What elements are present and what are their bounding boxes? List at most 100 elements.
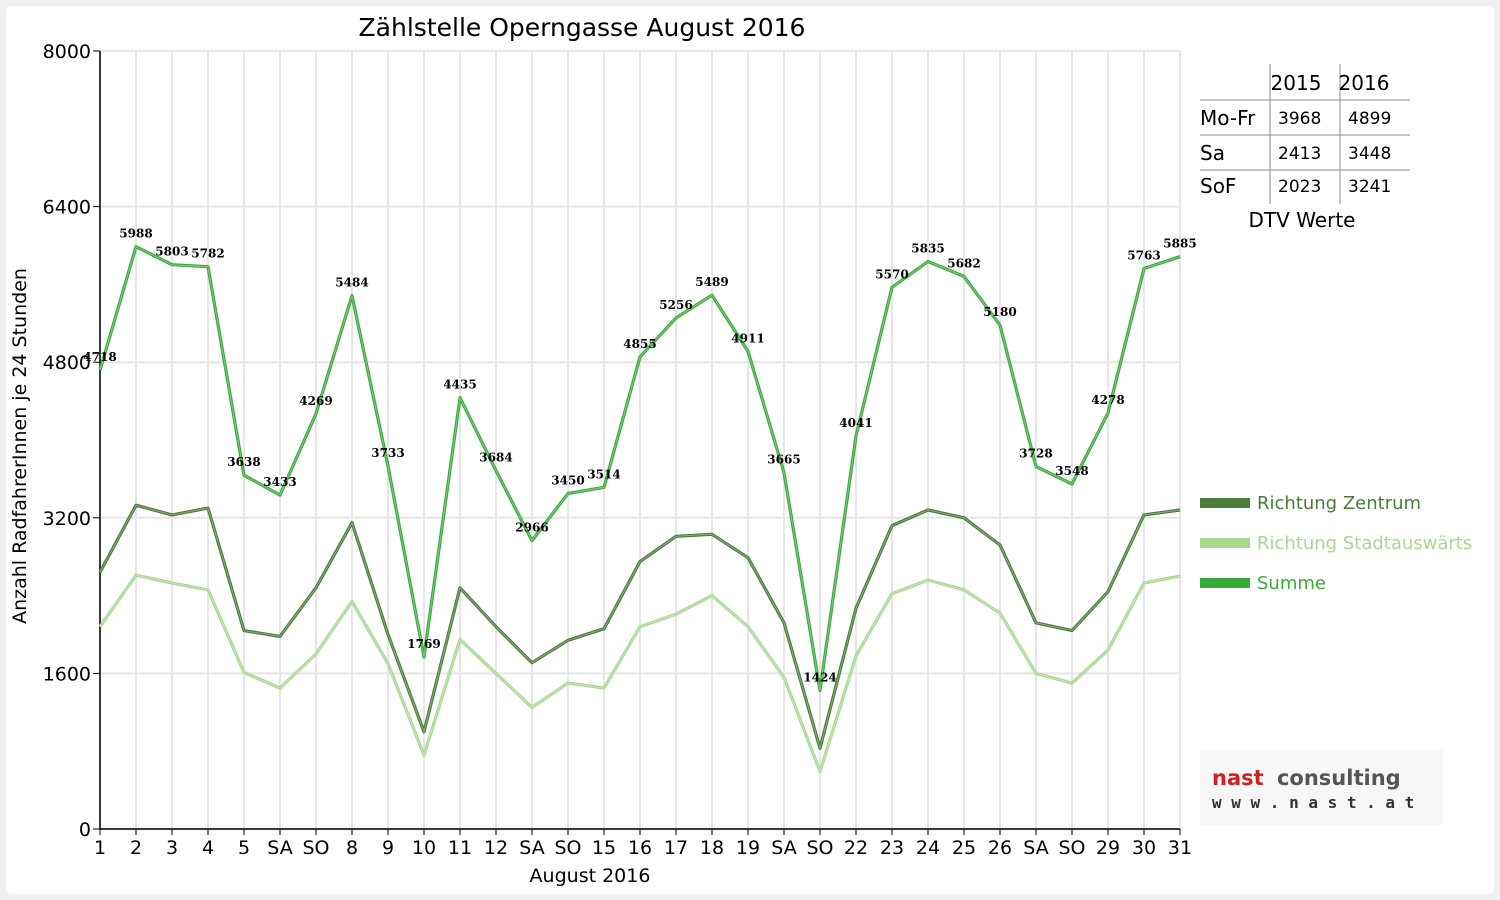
dtv-cell: 3448	[1348, 144, 1391, 164]
data-label: 5782	[191, 247, 224, 261]
x-tick-label: 15	[592, 837, 616, 859]
legend-swatch	[1200, 578, 1250, 588]
x-tick-label: 5	[238, 837, 250, 859]
x-tick-label: 19	[736, 837, 760, 859]
x-tick-label: SO	[302, 837, 329, 859]
x-tick-label: 29	[1096, 837, 1120, 859]
x-tick-label: 4	[202, 837, 214, 859]
x-tick-label: 24	[916, 837, 940, 859]
dtv-header-2016: 2016	[1339, 71, 1390, 95]
data-label: 5256	[659, 298, 692, 312]
legend: Richtung Zentrum Richtung Stadtauswärts Su…	[1200, 493, 1472, 594]
y-tick-label: 0	[79, 819, 91, 841]
data-label: 3733	[371, 446, 404, 460]
series-line-highlight	[99, 504, 1181, 751]
y-tick-label: 3200	[43, 508, 91, 530]
dtv-cell: 2413	[1278, 144, 1321, 164]
data-label: 5988	[119, 227, 152, 241]
data-label: 3450	[551, 473, 584, 487]
line-chart: Zählstelle Operngasse August 2016 0 1600 3…	[9, 13, 1472, 887]
dtv-row-label: Mo-Fr	[1200, 106, 1256, 130]
data-label: 4278	[1091, 393, 1124, 407]
x-tick-label: 23	[880, 837, 904, 859]
dtv-caption: DTV Werte	[1249, 208, 1356, 232]
legend-swatch	[1200, 498, 1250, 508]
data-label: 4911	[731, 331, 764, 345]
dtv-cell: 3241	[1348, 177, 1391, 197]
data-label: 1769	[407, 637, 440, 651]
y-tick-label: 4800	[43, 352, 91, 374]
x-tick-label: 26	[988, 837, 1012, 859]
data-label: 3638	[227, 455, 260, 469]
data-label: 5489	[695, 275, 728, 289]
data-label: 5835	[911, 242, 944, 256]
data-label: 2966	[515, 521, 548, 535]
nast-consulting-logo: nast consulting w w w . n a s t . a t	[1200, 750, 1443, 825]
legend-entry: Richtung Stadtauswärts	[1257, 533, 1472, 554]
data-label: 5570	[875, 267, 908, 281]
y-axis-label: Anzahl RadfahrerInnen je 24 Stunden	[9, 268, 31, 624]
svg-text:nast consulting: nast consulting	[1212, 766, 1401, 790]
y-tick-label: 8000	[43, 41, 91, 63]
dtv-table: 2015 2016 Mo-Fr 3968 4899 Sa 2413 3448 S…	[1200, 64, 1410, 232]
logo-url: w w w . n a s t . a t	[1212, 793, 1414, 812]
chart-frame: Zählstelle Operngasse August 2016 0 1600 3…	[6, 6, 1494, 894]
logo-word-nast: nast	[1212, 766, 1264, 790]
x-tick-label: 8	[346, 837, 358, 859]
x-tick-label: 1	[94, 837, 106, 859]
legend-entry: Richtung Zentrum	[1257, 493, 1421, 514]
dtv-row-label: SoF	[1200, 174, 1236, 198]
y-tick-label: 1600	[43, 663, 91, 685]
data-label: 3514	[587, 467, 620, 481]
y-axis-ticks: 0 1600 3200 4800 6400 8000	[43, 41, 100, 841]
data-label: 5682	[947, 256, 980, 270]
x-tick-label: SA	[771, 837, 796, 859]
x-tick-label: SA	[267, 837, 292, 859]
x-tick-label: 16	[628, 837, 652, 859]
x-tick-label: 9	[382, 837, 394, 859]
series-line-1	[98, 503, 1181, 750]
grid	[99, 50, 1181, 830]
data-label: 3433	[263, 475, 296, 489]
x-tick-label: 30	[1132, 837, 1156, 859]
dtv-row-label: Sa	[1200, 141, 1225, 165]
dtv-cell: 2023	[1278, 177, 1321, 197]
series-line-highlight	[99, 574, 1181, 774]
x-tick-label: 31	[1168, 837, 1192, 859]
data-label: 5180	[983, 305, 1016, 319]
data-label: 4435	[443, 378, 476, 392]
data-label: 1424	[803, 671, 836, 685]
data-label: 5484	[335, 276, 368, 290]
data-label: 5763	[1127, 249, 1160, 263]
x-tick-label: 11	[448, 837, 472, 859]
dtv-cell: 3968	[1278, 109, 1321, 129]
x-tick-label: SO	[554, 837, 581, 859]
series-line-2	[98, 573, 1181, 774]
data-label: 3684	[479, 451, 512, 465]
y-tick-label: 6400	[43, 197, 91, 219]
x-tick-label: SA	[1023, 837, 1048, 859]
x-tick-label: 3	[166, 837, 178, 859]
data-label: 4855	[623, 337, 656, 351]
data-label: 4269	[299, 394, 332, 408]
x-tick-label: 12	[484, 837, 508, 859]
x-tick-label: 10	[412, 837, 436, 859]
x-tick-label: 25	[952, 837, 976, 859]
data-label: 5803	[155, 245, 188, 259]
series-line-highlight	[99, 245, 1181, 691]
series-lines	[98, 245, 1181, 774]
x-tick-label: SO	[1058, 837, 1085, 859]
x-tick-label: 18	[700, 837, 724, 859]
x-tick-label: SO	[806, 837, 833, 859]
logo-word-consulting: consulting	[1277, 766, 1401, 790]
x-axis-label: August 2016	[530, 865, 651, 887]
data-label: 5885	[1163, 237, 1196, 251]
data-label: 3548	[1055, 464, 1088, 478]
series-line-3	[98, 245, 1181, 693]
x-axis-ticks: 1 2 3 4 5 SA SO 8 9 10 11 12 SA SO 15 16 17 18 19 SA SO 22 23 2…	[94, 829, 1192, 859]
data-label: 3728	[1019, 446, 1052, 460]
x-tick-label: 17	[664, 837, 688, 859]
legend-swatch	[1200, 538, 1250, 548]
x-tick-label: 2	[130, 837, 142, 859]
